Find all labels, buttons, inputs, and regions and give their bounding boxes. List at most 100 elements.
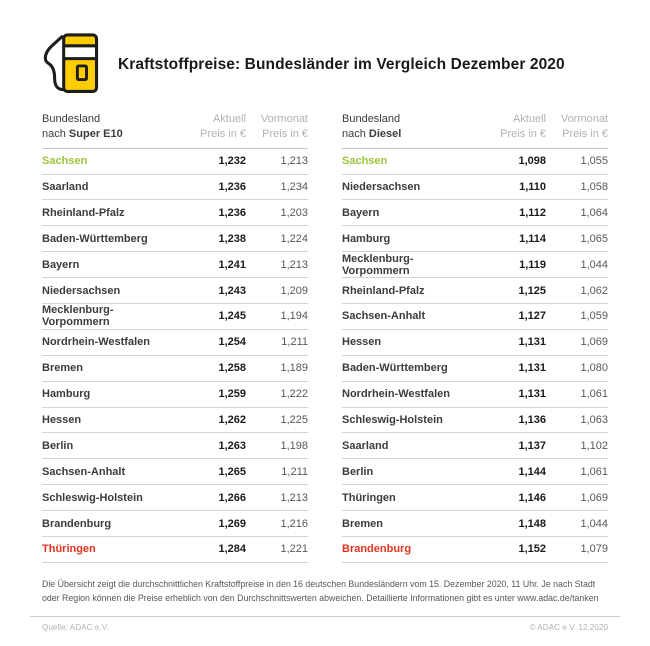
- column-header-bundesland: Bundesland nach Super E10: [42, 113, 123, 140]
- aktuell-price: 1,152: [518, 543, 546, 556]
- aktuell-price: 1,266: [218, 491, 246, 504]
- table-row: Hessen 1,131 1,069: [342, 330, 608, 356]
- table-row: Schleswig-Holstein 1,266 1,213: [42, 485, 308, 512]
- aktuell-price: 1,112: [519, 206, 546, 219]
- table-row: Bayern 1,112 1,064: [342, 200, 608, 227]
- vormonat-price: 1,064: [580, 206, 608, 219]
- bundesland-name: Hamburg: [342, 232, 391, 245]
- bundesland-name: Saarland: [342, 439, 389, 452]
- bundesland-name: Baden-Württemberg: [42, 232, 148, 245]
- vormonat-price: 1,203: [280, 206, 308, 219]
- aktuell-price: 1,245: [218, 310, 246, 323]
- bundesland-name: Nordrhein-Westfalen: [342, 388, 450, 401]
- bundesland-name: Niedersachsen: [42, 284, 121, 297]
- table-row: Mecklenburg-Vorpommern 1,245 1,194: [42, 304, 308, 330]
- vormonat-price: 1,216: [280, 517, 308, 530]
- table-super-e10: Bundesland nach Super E10 Aktuell Preis …: [42, 112, 308, 563]
- bundesland-name: Bremen: [342, 517, 383, 530]
- footer-bar: Quelle: ADAC e.V. © ADAC e.V. 12.2020: [30, 616, 620, 632]
- bundesland-name: Sachsen: [342, 155, 388, 168]
- vormonat-price: 1,194: [280, 310, 308, 323]
- fuel-pump-icon: [43, 33, 99, 93]
- table-row: Rheinland-Pfalz 1,236 1,203: [42, 200, 308, 227]
- vormonat-price: 1,213: [280, 491, 308, 504]
- bundesland-name: Rheinland-Pfalz: [342, 284, 425, 297]
- table-row: Hessen 1,262 1,225: [42, 408, 308, 434]
- vormonat-price: 1,225: [280, 414, 308, 427]
- column-header-aktuell: Aktuell Preis in €: [500, 113, 546, 140]
- vormonat-price: 1,069: [580, 336, 608, 349]
- vormonat-price: 1,055: [580, 155, 608, 168]
- table-body-super-e10: Sachsen 1,232 1,213 Saarland 1,236 1,234 Rhein…: [42, 149, 308, 563]
- table-row: Bremen 1,258 1,189: [42, 356, 308, 382]
- aktuell-price: 1,110: [519, 181, 546, 194]
- vormonat-price: 1,222: [280, 388, 308, 401]
- aktuell-price: 1,263: [218, 439, 246, 452]
- column-header-vormonat: Vormonat Preis in €: [260, 113, 308, 140]
- source-label: Quelle: ADAC e.V.: [42, 623, 109, 632]
- vormonat-price: 1,211: [281, 465, 308, 478]
- vormonat-price: 1,065: [580, 232, 608, 245]
- vormonat-price: 1,044: [580, 258, 608, 271]
- aktuell-price: 1,238: [218, 232, 246, 245]
- bundesland-name: Bayern: [42, 258, 80, 271]
- vormonat-price: 1,061: [580, 465, 608, 478]
- table-row: Schleswig-Holstein 1,136 1,063: [342, 408, 608, 434]
- table-row: Rheinland-Pfalz 1,125 1,062: [342, 278, 608, 305]
- column-header-bundesland: Bundesland nach Diesel: [342, 113, 402, 140]
- bundesland-name: Brandenburg: [342, 543, 412, 556]
- bundesland-name: Bremen: [42, 362, 83, 375]
- table-row: Mecklenburg-Vorpommern 1,119 1,044: [342, 252, 608, 279]
- fuel-type-label: Super E10: [68, 127, 123, 140]
- table-row: Brandenburg 1,269 1,216: [42, 511, 308, 538]
- table-body-diesel: Sachsen 1,098 1,055 Niedersachsen 1,110 1,058…: [342, 149, 608, 563]
- aktuell-price: 1,236: [218, 206, 246, 219]
- aktuell-price: 1,236: [218, 181, 246, 194]
- table-row: Bremen 1,148 1,044: [342, 511, 608, 538]
- vormonat-price: 1,044: [580, 517, 608, 530]
- table-row: Sachsen-Anhalt 1,127 1,059: [342, 304, 608, 330]
- aktuell-price: 1,131: [518, 362, 546, 375]
- bundesland-name: Schleswig-Holstein: [342, 414, 443, 427]
- aktuell-price: 1,114: [519, 232, 546, 245]
- aktuell-price: 1,284: [218, 543, 246, 556]
- aktuell-price: 1,131: [518, 388, 546, 401]
- copyright-label: © ADAC e.V. 12.2020: [529, 623, 608, 632]
- table-row: Niedersachsen 1,110 1,058: [342, 175, 608, 201]
- aktuell-price: 1,146: [518, 491, 546, 504]
- aktuell-price: 1,259: [218, 388, 246, 401]
- aktuell-price: 1,137: [518, 439, 546, 452]
- bundesland-name: Brandenburg: [42, 517, 112, 530]
- aktuell-price: 1,148: [518, 517, 546, 530]
- aktuell-price: 1,258: [218, 362, 246, 375]
- table-row: Niedersachsen 1,243 1,209: [42, 278, 308, 305]
- table-row: Sachsen 1,232 1,213: [42, 149, 308, 175]
- vormonat-price: 1,224: [280, 232, 308, 245]
- bundesland-name: Hamburg: [42, 388, 91, 401]
- aktuell-price: 1,144: [518, 465, 546, 478]
- bundesland-name: Mecklenburg-Vorpommern: [342, 252, 414, 277]
- column-header-aktuell: Aktuell Preis in €: [200, 113, 246, 140]
- aktuell-price: 1,125: [518, 284, 546, 297]
- bundesland-name: Thüringen: [42, 543, 96, 556]
- table-row: Thüringen 1,284 1,221: [42, 537, 308, 563]
- aktuell-price: 1,119: [519, 258, 546, 271]
- vormonat-price: 1,234: [280, 181, 308, 194]
- table-row: Saarland 1,137 1,102: [342, 433, 608, 460]
- aktuell-price: 1,241: [218, 258, 246, 271]
- bundesland-name: Bayern: [342, 206, 380, 219]
- vormonat-price: 1,063: [580, 414, 608, 427]
- bundesland-name: Sachsen-Anhalt: [42, 465, 126, 478]
- table-row: Hamburg 1,259 1,222: [42, 382, 308, 408]
- bundesland-name: Mecklenburg-Vorpommern: [42, 304, 114, 329]
- table-row: Bayern 1,241 1,213: [42, 252, 308, 279]
- bundesland-name: Hessen: [342, 336, 382, 349]
- vormonat-price: 1,062: [580, 284, 608, 297]
- table-row: Berlin 1,144 1,061: [342, 459, 608, 486]
- aktuell-price: 1,254: [218, 336, 246, 349]
- table-row: Baden-Württemberg 1,131 1,080: [342, 356, 608, 382]
- vormonat-price: 1,058: [580, 181, 608, 194]
- table-row: Berlin 1,263 1,198: [42, 433, 308, 460]
- fuel-type-label: Diesel: [368, 127, 402, 140]
- vormonat-price: 1,209: [280, 284, 308, 297]
